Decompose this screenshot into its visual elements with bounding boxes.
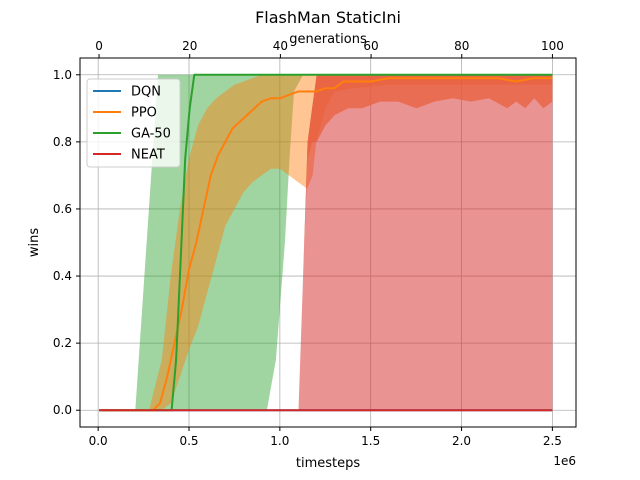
x-offset-text: 1e6	[553, 454, 576, 468]
band-neat	[298, 74, 553, 411]
x-tick-label: 0.5	[179, 434, 198, 448]
y-tick-label: 0.8	[53, 135, 72, 149]
x-top-tick-label: 100	[541, 39, 564, 53]
x-top-tick-label: 40	[273, 39, 288, 53]
y-tick-label: 0.2	[53, 336, 72, 350]
plot-frame	[79, 57, 577, 428]
legend: DQN PPO GA-50 NEAT	[86, 78, 181, 168]
band-overlap-neat	[298, 74, 553, 411]
x-top-tick-label: 20	[182, 39, 197, 53]
legend-label-dqn: DQN	[131, 85, 161, 100]
x-axis-label: timesteps	[296, 456, 360, 471]
legend-label-neat: NEAT	[131, 148, 165, 163]
legend-label-ga-50: GA-50	[131, 127, 171, 142]
x-top-tick-label: 60	[363, 39, 378, 53]
axis-ticks: 0.0 0.5 1.0 1.5 2.0 2.5 0.0 0.2 0.4 0.6 0.8 1.0 0 20 4…	[53, 39, 564, 448]
band-ppo	[149, 74, 553, 411]
x-top-tick-label: 0	[95, 39, 103, 53]
x-tick-label: 0.0	[89, 434, 108, 448]
legend-label-ppo: PPO	[131, 106, 157, 121]
series-line-ga-50	[99, 73, 553, 412]
series-lines	[99, 73, 553, 412]
y-axis-label: wins	[27, 228, 42, 257]
y-tick-label: 0.6	[53, 202, 72, 216]
band-ga-50	[135, 74, 553, 411]
series-line-ppo	[101, 77, 553, 412]
y-tick-label: 0.0	[53, 403, 72, 417]
x-top-tick-label: 80	[454, 39, 469, 53]
x-tick-label: 2.0	[452, 434, 471, 448]
x-tick-label: 1.5	[361, 434, 380, 448]
x-tick-label: 2.5	[543, 434, 562, 448]
y-tick-label: 1.0	[53, 68, 72, 82]
bands	[135, 74, 553, 411]
chart-title: FlashMan StaticIni	[255, 8, 401, 27]
legend-frame	[86, 78, 181, 168]
x-top-axis-label: generations	[289, 32, 367, 47]
x-tick-label: 1.0	[270, 434, 289, 448]
y-tick-label: 0.4	[53, 269, 72, 283]
